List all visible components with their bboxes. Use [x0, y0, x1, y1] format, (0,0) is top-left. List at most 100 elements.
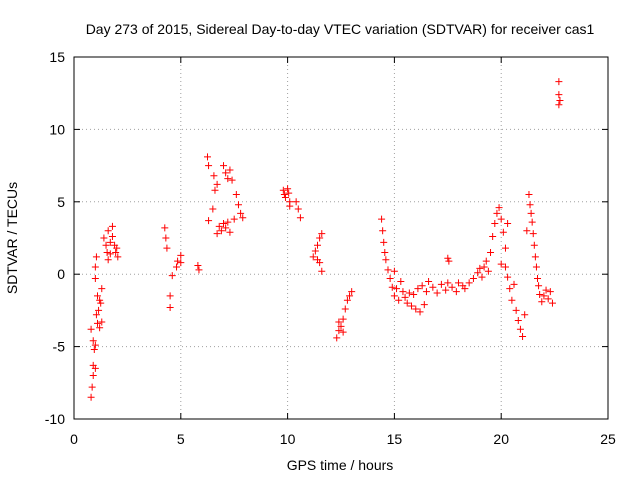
data-point [348, 288, 356, 296]
data-point [540, 292, 548, 300]
data-point [510, 280, 518, 288]
data-point [555, 78, 563, 86]
grid-lines [74, 57, 608, 419]
data-point [195, 266, 203, 274]
data-point [482, 257, 490, 265]
data-point [491, 220, 499, 228]
x-tick-label: 0 [70, 431, 78, 447]
data-point [429, 283, 437, 291]
data-point [454, 279, 462, 287]
data-point [226, 228, 234, 236]
data-point [504, 273, 512, 281]
data-point [103, 248, 111, 256]
data-point [514, 317, 522, 325]
data-point [508, 296, 516, 304]
data-point [166, 304, 174, 312]
data-point [89, 337, 97, 345]
data-point [234, 201, 242, 209]
data-point [399, 288, 407, 296]
data-point [112, 248, 120, 256]
data-point [209, 205, 217, 213]
data-point [318, 230, 326, 238]
data-point [393, 285, 401, 293]
data-point [280, 191, 288, 199]
y-tick-label: 15 [49, 49, 65, 65]
data-point [228, 176, 236, 184]
data-point [506, 285, 514, 293]
data-point [529, 230, 537, 238]
data-point [177, 251, 185, 259]
data-point [497, 215, 505, 223]
data-point [448, 283, 456, 291]
data-point [337, 322, 345, 330]
data-point [210, 172, 218, 180]
y-tick-label: 5 [57, 194, 65, 210]
data-point [286, 202, 294, 210]
data-point [501, 263, 509, 271]
data-point [504, 220, 512, 228]
data-point [106, 238, 114, 246]
data-point [526, 201, 534, 209]
data-point [418, 282, 426, 290]
data-point [536, 290, 544, 298]
data-point [204, 153, 211, 161]
data-point [339, 315, 347, 323]
data-point [501, 244, 509, 252]
data-point [87, 325, 95, 333]
data-point [445, 257, 453, 265]
data-point [516, 325, 524, 333]
y-tick-label: 0 [57, 266, 65, 282]
data-point [530, 241, 538, 249]
data-point [538, 298, 546, 306]
data-point [474, 269, 482, 277]
data-point [535, 282, 543, 290]
y-tick-label: -10 [45, 411, 65, 427]
data-point [96, 296, 104, 304]
x-tick-labels: 0 5 10 15 20 25 [70, 431, 616, 447]
data-point [222, 224, 230, 232]
y-tick-labels: -10 -5 0 5 10 15 [45, 49, 65, 427]
data-point [528, 218, 536, 226]
data-point [281, 193, 289, 201]
data-point [211, 186, 219, 194]
data-point [531, 253, 539, 261]
x-tick-label: 5 [177, 431, 185, 447]
data-point [519, 332, 527, 340]
data-point [205, 162, 213, 170]
data-point [480, 263, 488, 271]
data-point [542, 286, 550, 294]
y-axis-label: SDTVAR / TECUs [4, 182, 20, 294]
data-point [401, 293, 409, 301]
data-point [512, 306, 520, 314]
data-point [102, 241, 110, 249]
x-tick-label: 25 [600, 431, 616, 447]
data-point [555, 101, 563, 109]
data-point [390, 292, 398, 300]
data-point [382, 256, 390, 264]
data-point [461, 285, 469, 293]
data-point [104, 256, 112, 264]
data-point [87, 393, 95, 401]
data-point [420, 301, 428, 309]
data-point [91, 341, 99, 349]
data-point [174, 257, 182, 265]
data-point [285, 189, 293, 197]
x-tick-label: 10 [280, 431, 296, 447]
axis-ticks [73, 56, 609, 420]
data-point [335, 327, 343, 335]
y-tick-label: 10 [49, 121, 65, 137]
data-point [412, 305, 420, 313]
data-point [478, 273, 486, 281]
data-point [104, 227, 112, 235]
data-point [425, 277, 433, 285]
data-point [521, 311, 529, 319]
data-point [380, 238, 388, 246]
data-point [381, 248, 389, 256]
data-point [91, 364, 99, 372]
data-point [163, 244, 171, 252]
data-point [93, 319, 101, 327]
data-point [546, 288, 554, 296]
chart-title: Day 273 of 2015, Sidereal Day-to-day VTE… [86, 21, 595, 37]
data-point [489, 233, 497, 241]
data-point [452, 288, 460, 296]
